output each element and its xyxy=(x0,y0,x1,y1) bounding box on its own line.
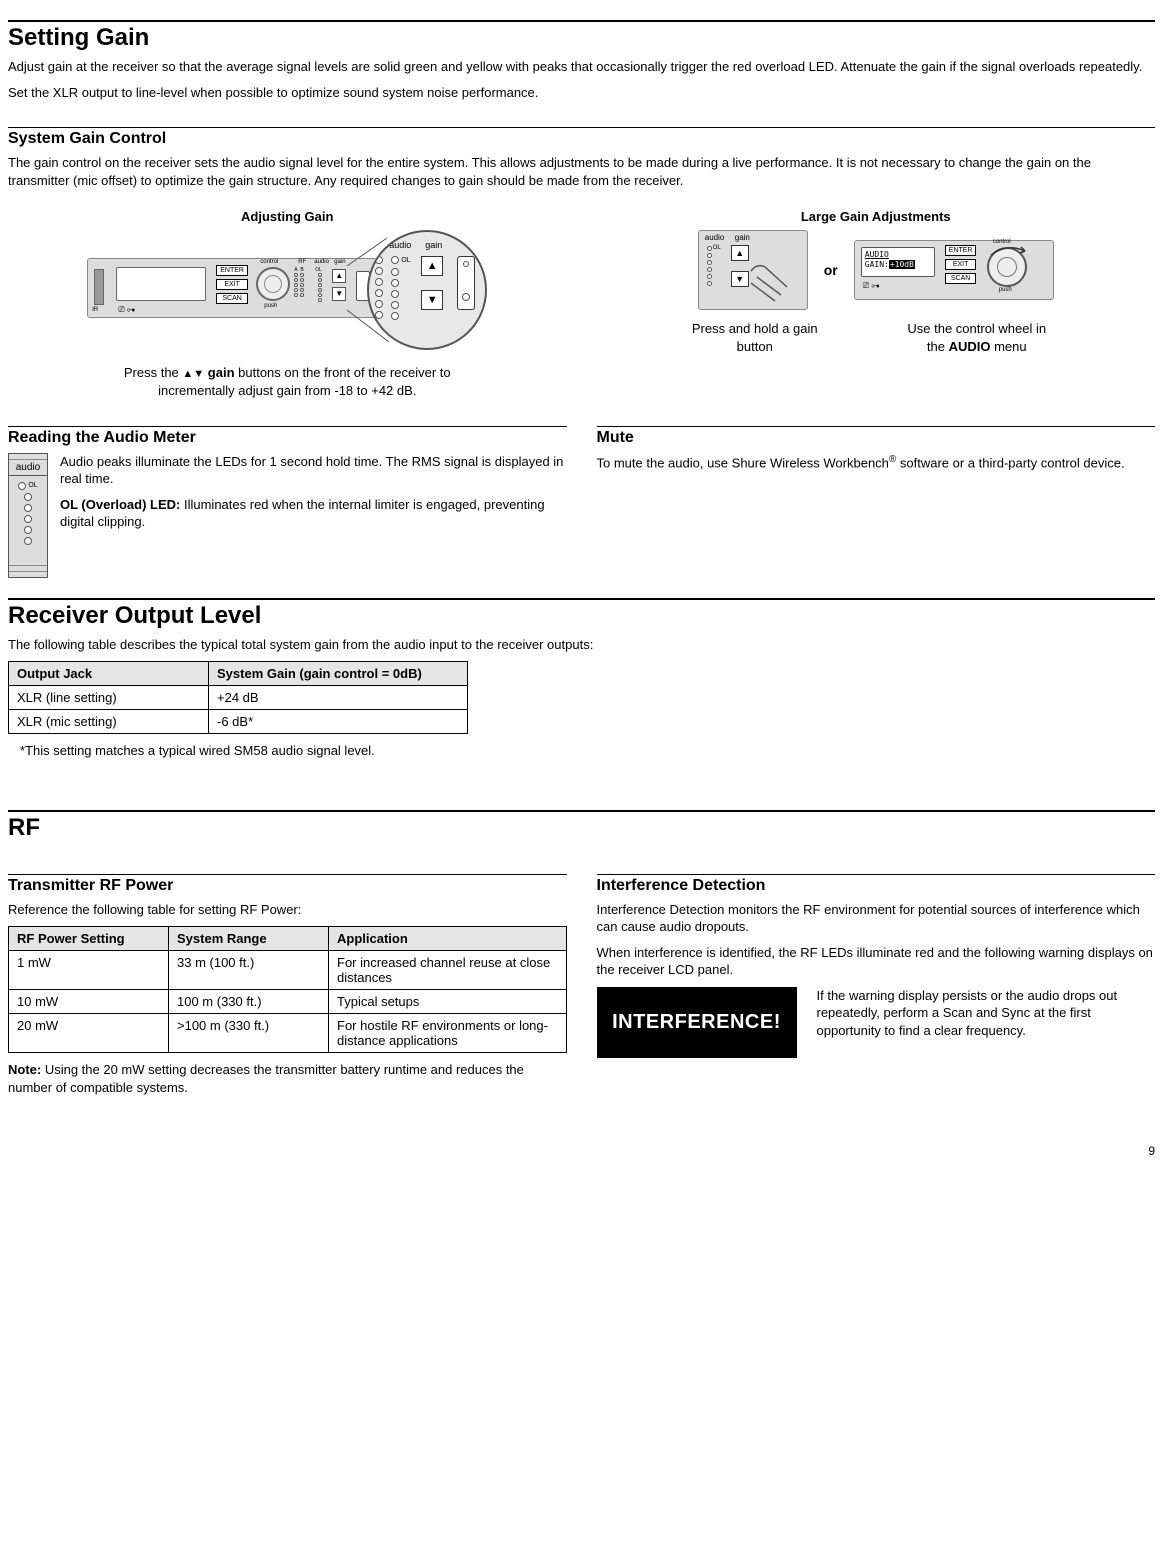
table-row: 10 mW100 m (330 ft.)Typical setups xyxy=(9,990,567,1014)
heading-rf: RF xyxy=(8,810,1155,842)
heading-system-gain-control: System Gain Control xyxy=(8,127,1155,148)
para: OL (Overload) LED: Illuminates red when … xyxy=(60,496,567,531)
zoom-gain-label: gain xyxy=(425,240,442,250)
th-rf-power: RF Power Setting xyxy=(9,927,169,951)
heading-tx-rf-power: Transmitter RF Power xyxy=(8,874,567,895)
audio-meter-label: audio xyxy=(9,460,47,476)
para: If the warning display persists or the a… xyxy=(817,987,1156,1040)
large-gain-block: Large Gain Adjustments audio gain OL ▲ ▼… xyxy=(597,209,1156,399)
rf-label: RF xyxy=(298,259,306,265)
exit-button[interactable]: EXIT xyxy=(216,279,248,290)
zoom-gain-up-button[interactable]: ▲ xyxy=(421,256,443,276)
para: The following table describes the typica… xyxy=(8,636,1155,654)
para: Audio peaks illuminate the LEDs for 1 se… xyxy=(60,453,567,488)
rf-power-note: Note: Using the 20 mW setting decreases … xyxy=(8,1061,567,1096)
finger-icon xyxy=(747,261,797,307)
lg-audio-label: audio xyxy=(705,233,725,242)
control-wheel-caption: Use the control wheel in the AUDIO menu xyxy=(887,320,1067,355)
gain-label: gain xyxy=(334,259,345,265)
lg-gain-label: gain xyxy=(735,233,750,242)
audio-label: audio xyxy=(314,259,329,265)
control-label: control xyxy=(260,259,278,265)
audio-meter-diagram: audio OL xyxy=(8,453,48,578)
lg-gain-up-button[interactable]: ▲ xyxy=(731,245,749,261)
zoom-gain-down-button[interactable]: ▼ xyxy=(421,290,443,310)
lcd-line1: AUDIO xyxy=(865,250,931,260)
ir-label: IR xyxy=(92,307,98,313)
arrow-icon xyxy=(983,241,1033,261)
rg-enter-button[interactable]: ENTER xyxy=(945,245,977,256)
lg-ol-label: OL xyxy=(713,245,721,251)
enter-button[interactable]: ENTER xyxy=(216,265,248,276)
para: To mute the audio, use Shure Wireless Wo… xyxy=(597,453,1156,472)
ol-led-label: OL xyxy=(28,482,37,489)
control-wheel-diagram: AUDIO GAIN:+10dB ⎚ ⊶ ENTER EXIT SCAN con… xyxy=(854,240,1054,300)
para: Set the XLR output to line-level when po… xyxy=(8,84,1155,102)
heading-receiver-output-level: Receiver Output Level xyxy=(8,598,1155,630)
output-level-table: Output Jack System Gain (gain control = … xyxy=(8,661,468,734)
table-row: 20 mW>100 m (330 ft.)For hostile RF envi… xyxy=(9,1014,567,1053)
table-row: XLR (mic setting)-6 dB* xyxy=(9,710,468,734)
large-gain-title: Large Gain Adjustments xyxy=(801,209,951,224)
updown-icon: ▲▼ xyxy=(182,368,204,380)
zoom-ol-label: OL xyxy=(401,257,410,264)
press-hold-caption: Press and hold a gain button xyxy=(685,320,825,355)
heading-interference-detection: Interference Detection xyxy=(597,874,1156,895)
heading-reading-audio-meter: Reading the Audio Meter xyxy=(8,426,567,447)
gain-down-button[interactable]: ▼ xyxy=(332,287,346,301)
rg-scan-button[interactable]: SCAN xyxy=(945,273,977,284)
lcd-line2-val: +10dB xyxy=(889,260,915,269)
table-row: XLR (line setting)+24 dB xyxy=(9,686,468,710)
footnote: *This setting matches a typical wired SM… xyxy=(20,742,1155,760)
receiver-diagram: IR ⎚ ⊶ ENTER EXIT SCAN control push R xyxy=(87,230,487,360)
rf-power-table: RF Power Setting System Range Applicatio… xyxy=(8,926,567,1053)
adjusting-gain-caption: Press the ▲▼ gain buttons on the front o… xyxy=(107,364,467,399)
press-hold-diagram: audio gain OL ▲ ▼ xyxy=(698,230,808,310)
gain-up-button[interactable]: ▲ xyxy=(332,269,346,283)
rg-exit-button[interactable]: EXIT xyxy=(945,259,977,270)
th-system-gain: System Gain (gain control = 0dB) xyxy=(209,662,468,686)
th-output-jack: Output Jack xyxy=(9,662,209,686)
th-system-range: System Range xyxy=(169,927,329,951)
th-application: Application xyxy=(329,927,567,951)
heading-mute: Mute xyxy=(597,426,1156,447)
table-row: 1 mW33 m (100 ft.)For increased channel … xyxy=(9,951,567,990)
or-text: or xyxy=(824,262,838,278)
para: Reference the following table for settin… xyxy=(8,901,567,919)
lcd-line2-pre: GAIN: xyxy=(865,260,889,269)
rg-push-label: push xyxy=(999,287,1012,293)
interference-banner: INTERFERENCE! xyxy=(597,987,797,1058)
page-number: 9 xyxy=(8,1144,1155,1158)
para: The gain control on the receiver sets th… xyxy=(8,154,1155,189)
zoom-audio-label: audio xyxy=(389,240,411,250)
para: Interference Detection monitors the RF e… xyxy=(597,901,1156,936)
adjusting-gain-title: Adjusting Gain xyxy=(241,209,333,224)
heading-setting-gain: Setting Gain xyxy=(8,20,1155,52)
para: When interference is identified, the RF … xyxy=(597,944,1156,979)
adjusting-gain-block: Adjusting Gain IR ⎚ ⊶ ENTER EXIT SCAN xyxy=(8,209,567,399)
push-label: push xyxy=(264,303,277,309)
scan-button[interactable]: SCAN xyxy=(216,293,248,304)
para: Adjust gain at the receiver so that the … xyxy=(8,58,1155,76)
